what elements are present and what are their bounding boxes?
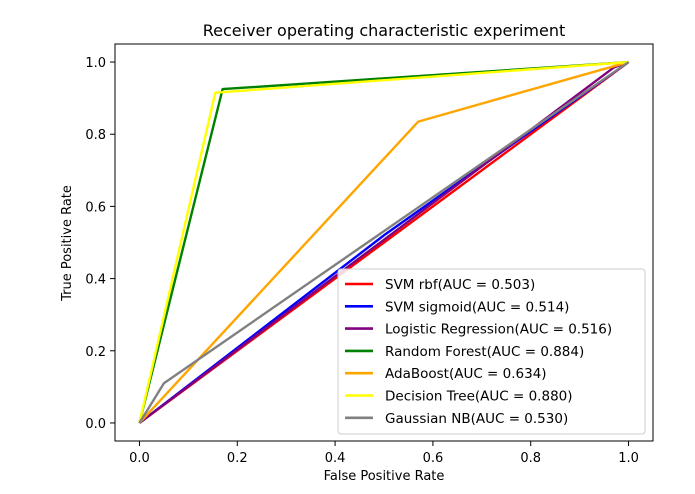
x-tick-label: 0.6 — [423, 451, 444, 466]
y-tick-label: 1.0 — [85, 56, 106, 71]
x-axis: 0.0 0.2 0.4 0.6 0.8 1.0 — [129, 441, 639, 466]
y-axis: 0.0 0.2 0.4 0.6 0.8 1.0 — [85, 56, 115, 432]
y-axis-label: True Positive Rate — [60, 185, 75, 302]
series-line-4 — [138, 60, 629, 424]
y-tick-label: 0.0 — [85, 417, 106, 432]
plot-area — [114, 43, 654, 442]
x-tick-label: 0.8 — [520, 451, 541, 466]
legend-label: Gaussian NB(AUC = 0.530) — [385, 411, 568, 427]
legend-label: SVM rbf(AUC = 0.503) — [385, 277, 535, 293]
legend-box — [337, 268, 646, 435]
y-tick-label: 0.6 — [85, 200, 106, 215]
legend-label: SVM sigmoid(AUC = 0.514) — [385, 299, 569, 315]
legend-label: Logistic Regression(AUC = 0.516) — [385, 322, 612, 338]
series-line-6 — [138, 61, 630, 424]
x-tick-label: 0.0 — [129, 451, 150, 466]
legend-label: Random Forest(AUC = 0.884) — [385, 344, 584, 360]
series-layer — [138, 60, 630, 424]
x-axis-label: False Positive Rate — [324, 469, 445, 484]
y-tick-label: 0.2 — [85, 345, 106, 360]
y-tick-label: 0.8 — [85, 128, 106, 143]
chart-title: Receiver operating characteristic experi… — [203, 21, 565, 40]
y-tick-label: 0.4 — [85, 273, 106, 288]
legend: SVM rbf(AUC = 0.503) SVM sigmoid(AUC = 0.… — [337, 268, 646, 435]
x-tick-label: 0.2 — [227, 451, 248, 466]
x-tick-label: 0.4 — [325, 451, 346, 466]
legend-items: SVM rbf(AUC = 0.503) SVM sigmoid(AUC = 0.… — [345, 277, 612, 427]
series-line-5 — [138, 60, 629, 424]
x-tick-label: 1.0 — [618, 451, 639, 466]
legend-label: Decision Tree(AUC = 0.880) — [385, 389, 573, 405]
legend-label: AdaBoost(AUC = 0.634) — [385, 366, 547, 382]
axes-frame — [114, 43, 654, 442]
